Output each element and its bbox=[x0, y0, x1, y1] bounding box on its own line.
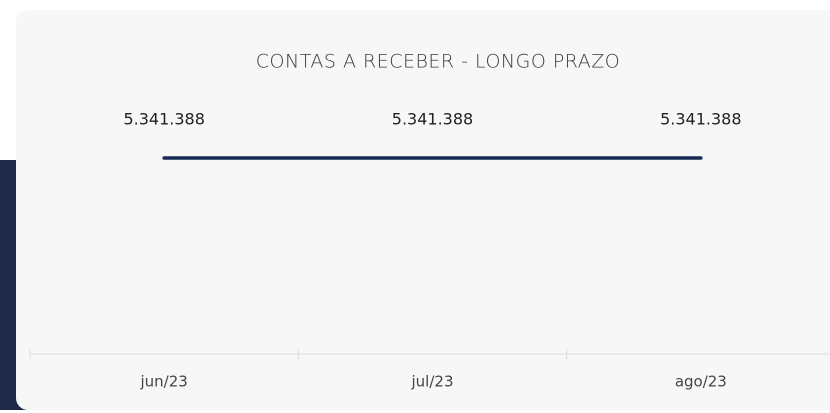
card bbox=[16, 10, 830, 410]
chart-title: CONTAS A RECEBER - LONGO PRAZO bbox=[256, 51, 620, 73]
x-tick-label: jun/23 bbox=[140, 373, 188, 391]
x-tick-label: ago/23 bbox=[675, 373, 727, 391]
data-label: 5.341.388 bbox=[392, 110, 473, 129]
x-tick-label: jul/23 bbox=[411, 373, 454, 391]
data-label: 5.341.388 bbox=[123, 110, 204, 129]
data-label: 5.341.388 bbox=[660, 110, 741, 129]
